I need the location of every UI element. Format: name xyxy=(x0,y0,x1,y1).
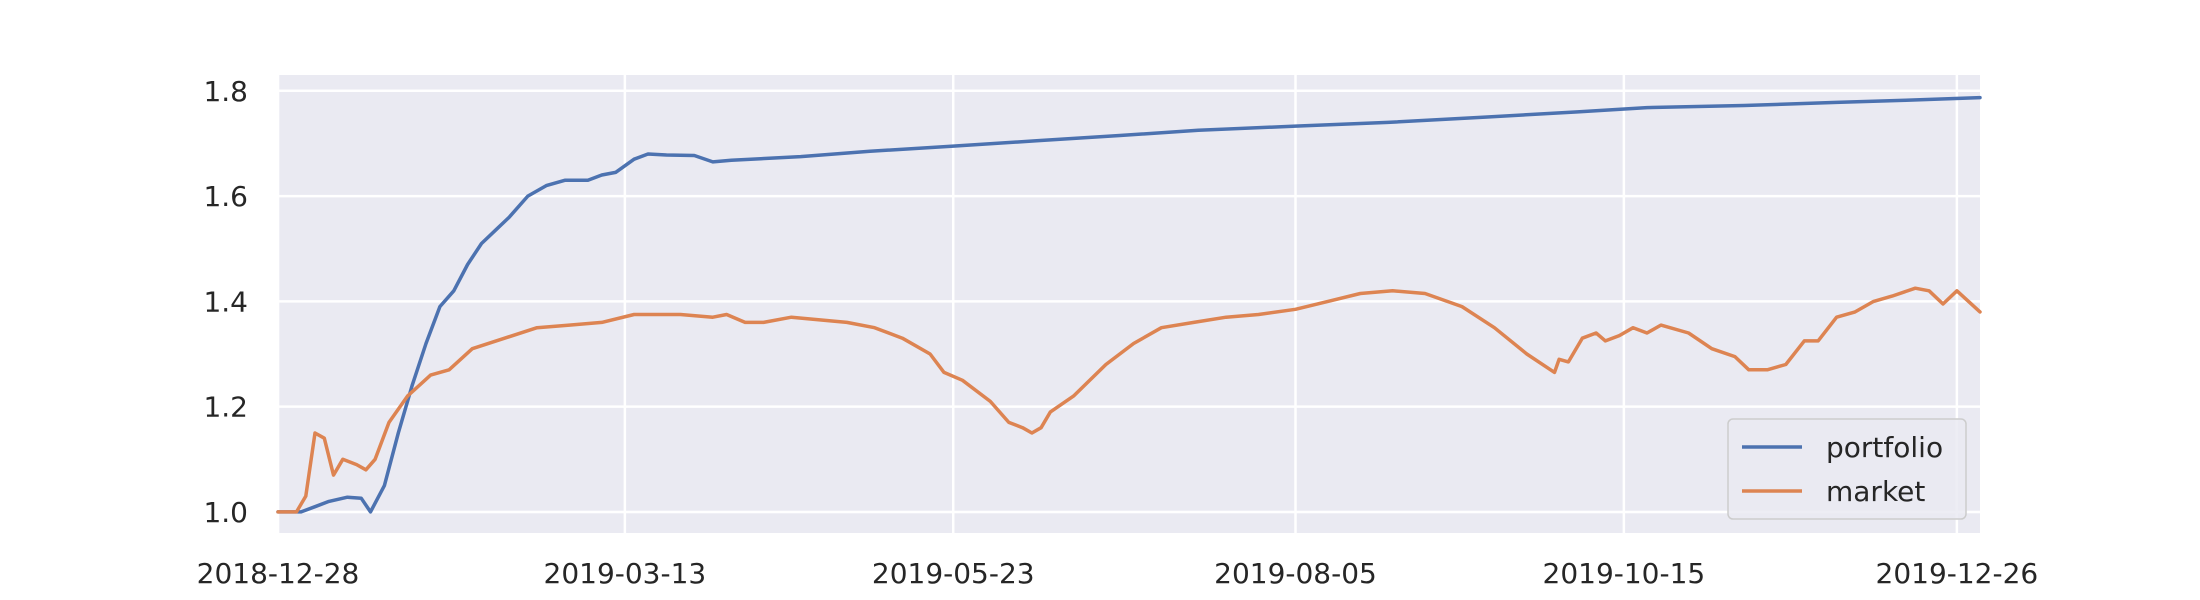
legend-label-portfolio: portfolio xyxy=(1826,431,1943,464)
x-tick-label: 2019-10-15 xyxy=(1543,557,1706,590)
legend-box xyxy=(1727,418,1967,520)
x-tick-label: 2019-03-13 xyxy=(544,557,707,590)
y-tick-label: 1.4 xyxy=(203,285,248,318)
series-line-portfolio xyxy=(276,95,1982,514)
legend-label-market: market xyxy=(1826,475,1925,508)
series-line-market xyxy=(276,286,1982,514)
legend: portfolio market xyxy=(1727,418,1967,520)
y-tick-label: 1.2 xyxy=(203,391,248,424)
x-tick-labels: 2018-12-28 2019-03-13 2019-05-23 2019-08-05… xyxy=(197,557,2039,590)
y-tick-label: 1.0 xyxy=(203,496,248,529)
plot-background xyxy=(278,75,1980,533)
x-tick-label: 2018-12-28 xyxy=(197,557,360,590)
series-lines xyxy=(276,95,1982,514)
y-tick-label: 1.6 xyxy=(203,180,248,213)
x-tick-label: 2019-12-26 xyxy=(1876,557,2039,590)
x-tick-label: 2019-08-05 xyxy=(1214,557,1377,590)
y-tick-labels: 1.0 1.2 1.4 1.6 1.8 xyxy=(203,75,248,529)
y-tick-label: 1.8 xyxy=(203,75,248,108)
y-grid-lines xyxy=(278,89,1980,514)
x-tick-label: 2019-05-23 xyxy=(872,557,1035,590)
x-grid-lines xyxy=(276,75,1959,533)
